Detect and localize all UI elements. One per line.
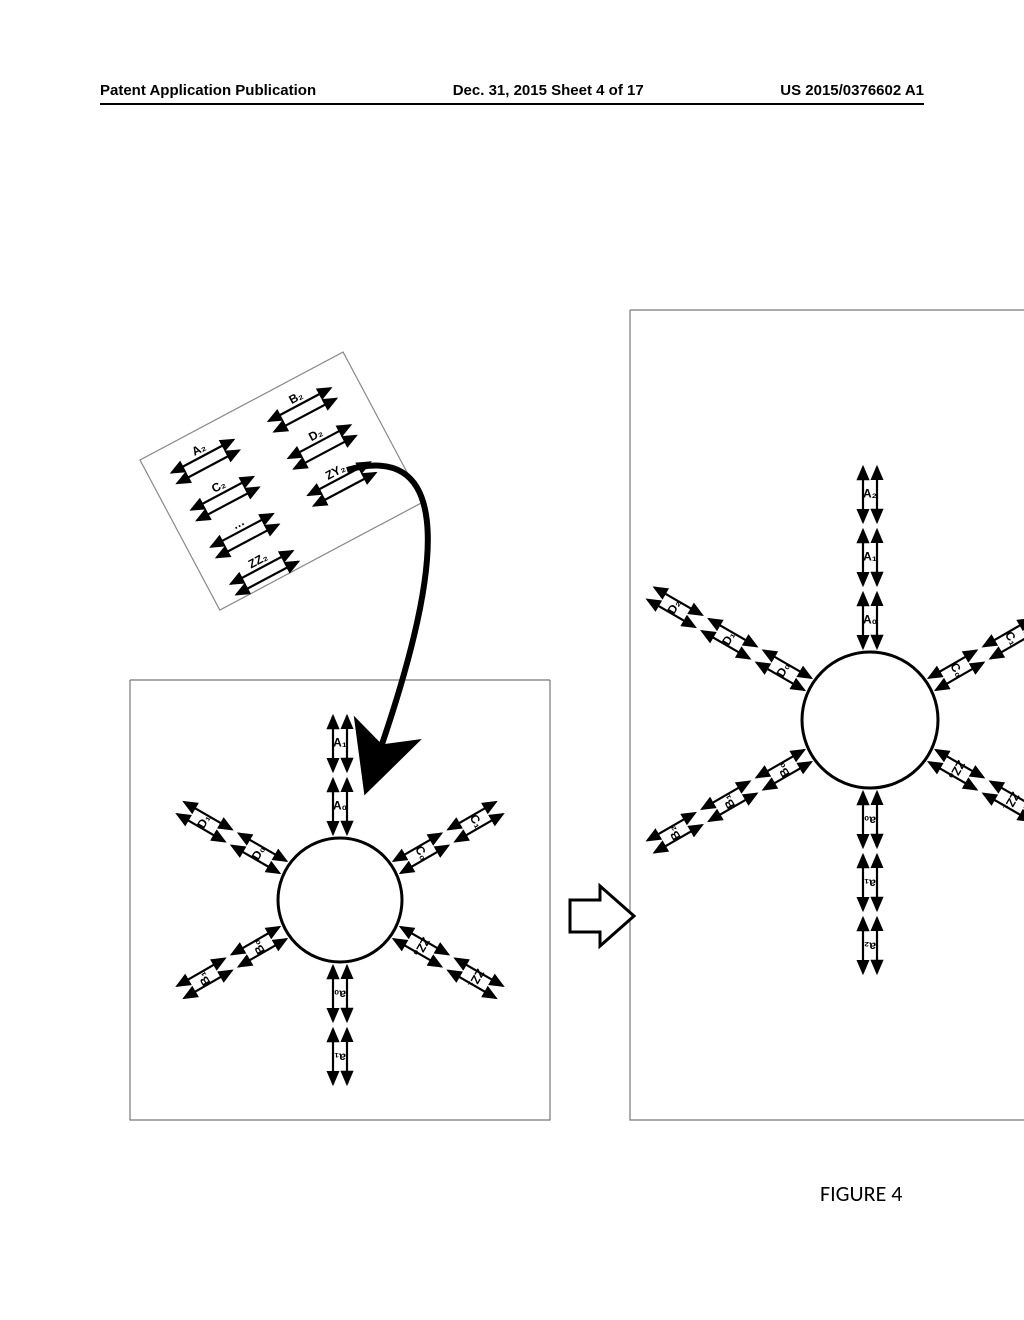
figure-svg: A₀A₁C₀C₁ZZ₀ZZ₁a₀a₁B₀B₁D₀D₁A₀A₁A₂C₀C₁C₂ZZ… — [100, 160, 1024, 1260]
header-center: Dec. 31, 2015 Sheet 4 of 17 — [453, 82, 644, 99]
figure-4: A₀A₁C₀C₁ZZ₀ZZ₁a₀a₁B₀B₁D₀D₁A₀A₁A₂C₀C₁C₂ZZ… — [100, 160, 924, 1060]
svg-text:a₁: a₁ — [334, 1050, 346, 1064]
svg-text:B₀: B₀ — [249, 938, 268, 957]
svg-text:ZZ₀: ZZ₀ — [946, 758, 968, 782]
header-right: US 2015/0376602 A1 — [780, 82, 924, 99]
svg-text:A₁: A₁ — [863, 550, 877, 564]
svg-text:D₁: D₁ — [194, 812, 213, 831]
svg-text:A₂: A₂ — [863, 487, 877, 501]
svg-text:D₁: D₁ — [719, 629, 738, 648]
svg-text:B₀: B₀ — [774, 761, 793, 780]
svg-text:ZZ₀: ZZ₀ — [411, 935, 433, 959]
svg-text:B₂: B₂ — [664, 824, 683, 843]
svg-text:D₀: D₀ — [774, 660, 793, 679]
svg-text:a₁: a₁ — [864, 876, 876, 890]
svg-text:D₂: D₂ — [664, 597, 683, 616]
svg-text:a₂: a₂ — [864, 939, 876, 953]
svg-text:A₀: A₀ — [333, 799, 347, 813]
svg-text:ZZ₁: ZZ₁ — [465, 967, 487, 991]
header-left: Patent Application Publication — [100, 82, 316, 99]
svg-text:C₀: C₀ — [412, 843, 431, 862]
svg-text:C₁: C₁ — [467, 812, 486, 831]
svg-text:D₀: D₀ — [249, 843, 268, 862]
svg-text:C₀: C₀ — [947, 660, 966, 679]
svg-text:A₀: A₀ — [863, 613, 877, 627]
svg-text:a₀: a₀ — [864, 813, 876, 827]
svg-text:C₁: C₁ — [1002, 629, 1021, 648]
figure-caption: FIGURE 4 — [820, 1180, 902, 1207]
svg-text:A₁: A₁ — [333, 736, 347, 750]
svg-text:B₁: B₁ — [719, 792, 738, 811]
svg-text:B₁: B₁ — [194, 969, 213, 988]
page-header: Patent Application Publication Dec. 31, … — [100, 82, 924, 105]
svg-text:ZZ₁: ZZ₁ — [1000, 790, 1022, 814]
svg-text:a₀: a₀ — [334, 987, 346, 1001]
